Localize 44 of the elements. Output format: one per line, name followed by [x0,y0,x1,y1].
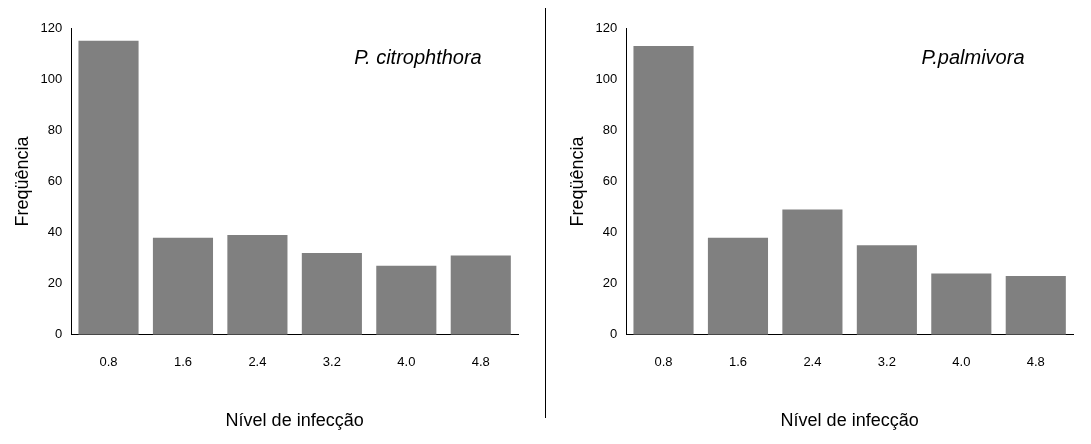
x-tick-label: 2.4 [248,354,267,370]
x-tick-label: 3.2 [322,354,341,370]
y-tick-label: 120 [595,19,618,35]
x-tick-label: 0.8 [654,354,673,370]
bar [301,252,362,335]
x-tick-label: 4.8 [471,354,490,370]
y-axis-title: Freqüência [11,135,32,227]
y-tick-label: 100 [595,70,618,86]
x-axis-title: Nível de infecção [225,410,364,431]
y-tick-label: 20 [602,275,618,291]
y-tick-label: 20 [47,275,63,291]
y-tick-label: 0 [55,326,63,342]
x-axis-title: Nível de infecção [780,410,919,431]
bar [633,45,694,335]
y-tick-label: 0 [610,326,618,342]
bar [931,273,992,335]
bar [856,245,917,335]
y-tick-label: 100 [40,70,63,86]
y-tick-label: 40 [47,224,63,240]
text: P.palmivora [921,45,1025,68]
text: P. citrophthora [354,45,482,68]
bar [450,255,511,335]
bar [78,40,139,335]
y-tick-label: 120 [40,19,63,35]
x-tick-label: 4.8 [1026,354,1045,370]
y-tick-label: 60 [602,172,618,188]
x-tick-label: 1.6 [728,354,748,370]
x-tick-label: 3.2 [877,354,896,370]
bar [227,235,288,335]
bar [707,237,769,335]
x-tick-label: 4.0 [397,354,416,370]
y-tick-label: 80 [602,121,618,137]
y-tick-label: 60 [47,172,63,188]
bar [782,209,843,335]
x-tick-label: 4.0 [952,354,971,370]
x-tick-label: 1.6 [173,354,193,370]
y-tick-label: 80 [47,121,63,137]
x-tick-label: 2.4 [803,354,822,370]
y-axis-title: Freqüência [566,135,587,227]
bar [152,237,214,335]
y-tick-label: 40 [602,224,618,240]
x-tick-label: 0.8 [99,354,118,370]
bar [376,265,437,335]
bar [1005,276,1066,335]
